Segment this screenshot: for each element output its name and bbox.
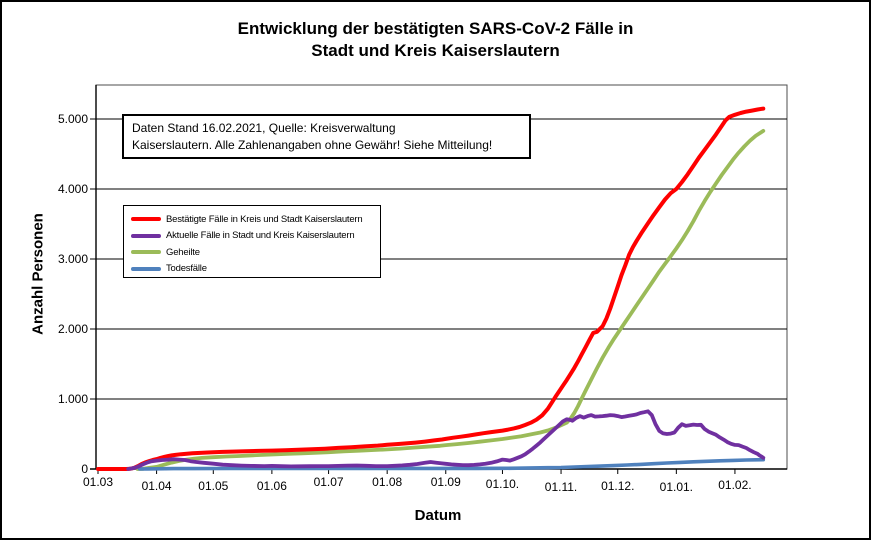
x-tick-label: 01.03 <box>82 475 114 489</box>
y-tick-label: 4.000 <box>57 182 88 196</box>
legend-swatch <box>131 250 161 255</box>
x-tick-label: 01.05 <box>198 479 229 493</box>
series-line-4 <box>137 457 766 471</box>
legend-label: Bestätigte Fälle in Kreis und Stadt Kais… <box>166 213 363 225</box>
y-tick-label: 2.000 <box>57 322 88 336</box>
y-tick-label: 5.000 <box>57 112 88 126</box>
x-axis-title: Datum <box>414 507 462 524</box>
y-axis-title: Anzahl Personen <box>29 213 47 335</box>
x-tick-label: 01.02. <box>718 478 752 492</box>
y-tick-label: 3.000 <box>57 252 88 266</box>
legend-label: Todesfälle <box>166 263 207 275</box>
chart-title: Entwicklung der bestätigten SARS-CoV-2 F… <box>237 19 634 60</box>
legend-swatch <box>131 233 161 238</box>
x-tick-label: 01.12. <box>601 479 635 493</box>
legend: Bestätigte Fälle in Kreis und Stadt Kais… <box>123 205 381 278</box>
x-tick-label: 01.04 <box>141 479 172 493</box>
legend-label: Aktuelle Fälle in Stadt und Kreis Kaiser… <box>166 230 355 242</box>
legend-item-2: Aktuelle Fälle in Stadt und Kreis Kaiser… <box>131 228 380 245</box>
legend-item-3: Geheilte <box>131 244 380 261</box>
y-tick-label: 0 <box>81 462 88 476</box>
legend-item-1: Bestätigte Fälle in Kreis und Stadt Kais… <box>131 211 380 228</box>
annotation-box: Daten Stand 16.02.2021, Quelle: Kreisver… <box>122 114 531 159</box>
x-tick-label: 01.07 <box>313 475 344 489</box>
x-tick-label: 01.11. <box>544 480 578 494</box>
y-tick-label: 1.000 <box>57 392 88 406</box>
x-tick-label: 01.06 <box>256 479 287 493</box>
series-line-1 <box>96 106 766 471</box>
legend-swatch <box>131 217 161 222</box>
legend-swatch <box>131 266 161 271</box>
legend-item-4: Todesfälle <box>131 261 380 278</box>
x-tick-label: 01.08 <box>372 475 403 489</box>
series-line-3 <box>135 128 766 471</box>
x-tick-label: 01.10. <box>485 477 520 491</box>
legend-label: Geheilte <box>166 246 200 258</box>
annotation-text: Daten Stand 16.02.2021, Quelle: Kreisver… <box>132 121 493 152</box>
series-line-2 <box>126 409 766 471</box>
x-tick-label: 01.09 <box>430 475 461 489</box>
x-tick-label: 01.01. <box>659 480 694 494</box>
